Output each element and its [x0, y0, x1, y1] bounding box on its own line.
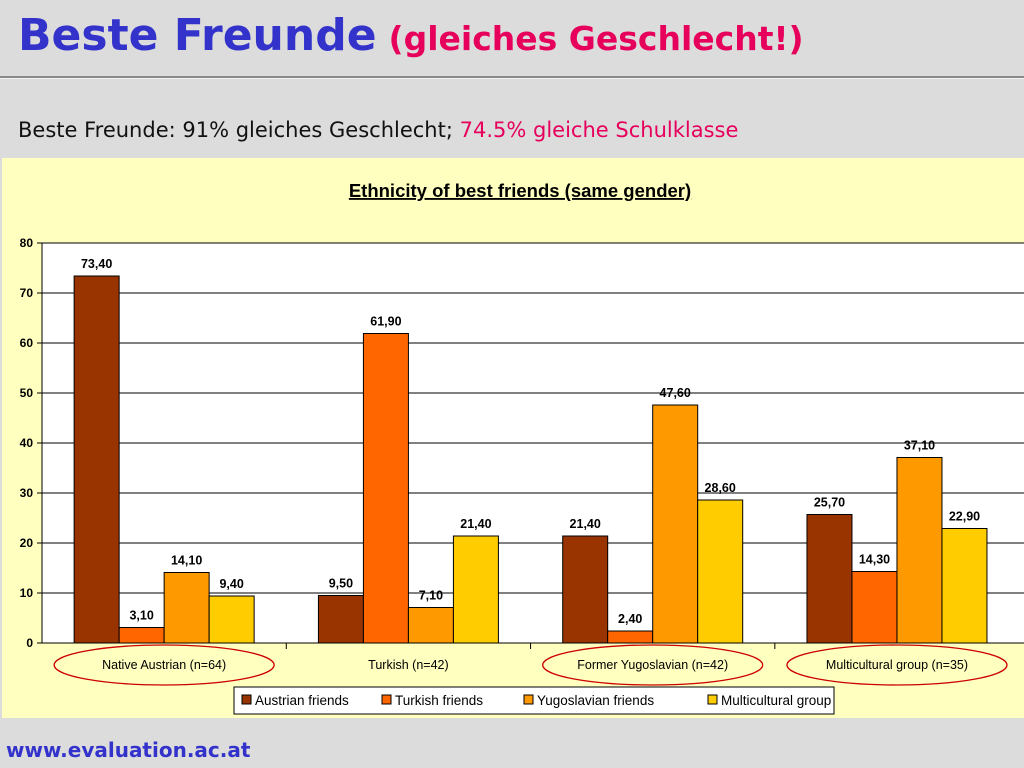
bar-chart: Ethnicity of best friends (same gender) …	[20, 180, 1024, 715]
bar-austrian-friends	[73, 275, 120, 644]
bar-multicultural-group	[452, 535, 499, 644]
legend-swatch	[241, 694, 252, 705]
bar-yugoslavian-friends	[407, 607, 454, 644]
data-label: 21,40	[460, 517, 491, 531]
bar-turkish-friends	[362, 333, 409, 644]
chart-panel: Ethnicity of best friends (same gender) …	[2, 158, 1024, 718]
bar-yugoslavian-friends	[163, 572, 210, 644]
y-tick-label: 30	[20, 486, 34, 500]
x-category-label: Native Austrian (n=64)	[102, 658, 226, 672]
bar-yugoslavian-friends	[652, 404, 699, 644]
data-label: 9,40	[219, 577, 243, 591]
bar-austrian-friends	[806, 514, 853, 644]
legend-item-label: Austrian friends	[255, 693, 349, 708]
bar-yugoslavian-friends	[896, 457, 943, 644]
y-tick-label: 10	[20, 586, 34, 600]
plot-area: 0 10 20 30 40 50 60 70 80 73,40 3,10 14,10 9,40 Nativ…	[20, 236, 1024, 686]
data-label: 61,90	[370, 315, 401, 329]
y-tick-label: 20	[20, 536, 34, 550]
bar-multicultural-group	[208, 595, 255, 644]
slide-title-sub: (gleiches Geschlecht!)	[388, 19, 804, 58]
x-category-label: Former Yugoslavian (n=42)	[577, 658, 728, 672]
y-tick-label: 70	[20, 286, 34, 300]
y-tick-label: 80	[20, 236, 34, 250]
bar-multicultural-group	[941, 528, 988, 644]
data-label: 14,10	[171, 554, 202, 568]
title-divider	[0, 76, 1024, 78]
footer-url[interactable]: www.evaluation.ac.at	[6, 738, 251, 762]
data-label: 47,60	[660, 386, 691, 400]
legend-item-label: Multicultural group	[721, 693, 831, 708]
slide-title: Beste Freunde (gleiches Geschlecht!)	[18, 10, 804, 61]
data-label: 3,10	[129, 609, 153, 623]
data-label: 14,30	[859, 553, 890, 567]
data-label: 73,40	[81, 257, 112, 271]
data-label: 22,90	[949, 510, 980, 524]
highlight-ellipse	[53, 644, 275, 686]
y-tick-label: 40	[20, 436, 34, 450]
data-label: 21,40	[570, 517, 601, 531]
y-tick-label: 50	[20, 386, 34, 400]
data-label: 9,50	[329, 577, 353, 591]
legend-swatch	[523, 694, 534, 705]
y-tick-label: 0	[26, 636, 33, 650]
bar-austrian-friends	[562, 535, 609, 644]
subtitle-highlight: 74.5% gleiche Schulklasse	[459, 118, 739, 142]
y-tick-label: 60	[20, 336, 34, 350]
legend-box	[233, 686, 835, 715]
x-category-label: Multicultural group (n=35)	[826, 658, 968, 672]
data-label: 25,70	[814, 496, 845, 510]
chart-title: Ethnicity of best friends (same gender)	[349, 180, 691, 201]
legend-item-label: Turkish friends	[395, 693, 483, 708]
highlight-ellipse	[542, 644, 764, 686]
highlight-ellipse	[786, 644, 1008, 686]
data-label: 2,40	[618, 612, 642, 626]
subtitle-text: Beste Freunde: 91% gleiches Geschlecht;	[18, 118, 453, 142]
bar-turkish-friends	[607, 630, 654, 644]
bar-turkish-friends	[851, 571, 898, 644]
data-label: 28,60	[705, 481, 736, 495]
x-category-label: Turkish (n=42)	[368, 658, 448, 672]
bar-austrian-friends	[317, 595, 364, 644]
legend-swatch	[381, 694, 392, 705]
legend-swatch	[707, 694, 718, 705]
slide-subtitle: Beste Freunde: 91% gleiches Geschlecht; …	[18, 118, 738, 142]
slide-title-main: Beste Freunde	[18, 10, 377, 61]
bar-turkish-friends	[118, 627, 165, 644]
data-label: 7,10	[419, 589, 443, 603]
data-label: 37,10	[904, 439, 935, 453]
bar-multicultural-group	[697, 499, 744, 644]
chart-legend: Austrian friends Turkish friends Yugoslavi…	[233, 686, 835, 715]
legend-item-label: Yugoslavian friends	[537, 693, 654, 708]
